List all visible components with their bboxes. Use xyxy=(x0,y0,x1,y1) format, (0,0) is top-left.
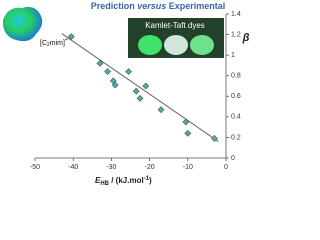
y-axis-label: β xyxy=(242,32,250,44)
x-tick-label: -40 xyxy=(68,164,78,171)
point xyxy=(132,87,140,95)
point xyxy=(67,33,75,41)
chart: Prediction versus Experimental Kamlet-Ta… xyxy=(2,1,250,187)
chart-title: Prediction versus Experimental xyxy=(91,1,226,11)
x-tick-label: 0 xyxy=(224,164,228,171)
y-tick-label: 0 xyxy=(231,155,235,162)
trend-line xyxy=(61,33,219,142)
x-tick-label: -20 xyxy=(145,164,155,171)
image-caption: Kamlet-Taft dyes xyxy=(145,21,205,30)
molecule-image xyxy=(2,6,43,42)
vial xyxy=(190,35,214,55)
y-tick-label: 0.4 xyxy=(231,114,241,121)
y-tick-label: 1.2 xyxy=(231,31,241,38)
point xyxy=(211,135,218,142)
y-tick-label: 1 xyxy=(231,52,235,59)
y-tick-label: 0.6 xyxy=(231,93,241,100)
point xyxy=(96,59,104,67)
x-axis-label: EHB / (kJ.mol-1) xyxy=(95,176,152,187)
y-tick-label: 0.2 xyxy=(231,134,241,141)
point xyxy=(125,68,133,76)
x-tick-label: -30 xyxy=(106,164,116,171)
point xyxy=(104,68,112,76)
annotation: [C2mim]+ xyxy=(40,37,68,48)
point xyxy=(184,129,192,137)
point xyxy=(111,81,119,89)
point xyxy=(182,118,190,126)
x-tick-label: -10 xyxy=(183,164,193,171)
y-tick-label: 0.8 xyxy=(231,73,241,80)
point xyxy=(136,94,144,102)
vial xyxy=(164,35,188,55)
point xyxy=(142,82,150,90)
vial xyxy=(138,35,162,55)
x-tick-label: -50 xyxy=(30,164,40,171)
y-tick-label: 1.4 xyxy=(231,11,241,18)
point xyxy=(157,106,165,114)
